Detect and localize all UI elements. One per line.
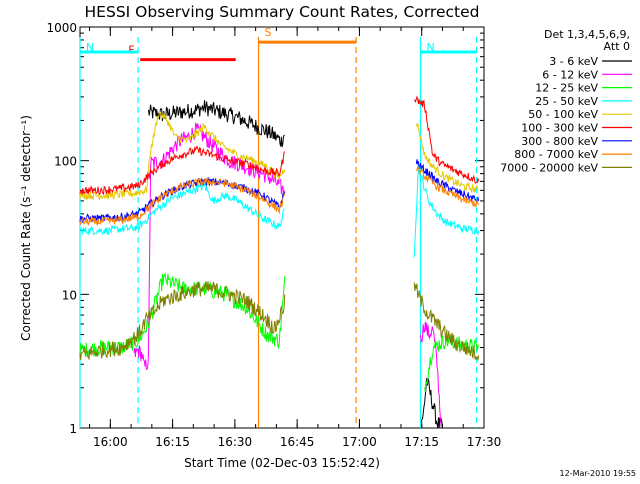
series-line-4	[79, 111, 479, 201]
flag-label: N	[426, 41, 434, 54]
legend-label: 3 - 6 keV	[549, 55, 598, 68]
legend-header-attenuator: Att 0	[604, 40, 630, 53]
y-tick-label: 1	[69, 422, 77, 436]
y-tick-label: 10	[62, 288, 77, 302]
y-axis-label: Corrected Count Rate (s⁻¹ detector⁻¹)	[19, 115, 33, 341]
x-tick-label: 17:00	[342, 435, 377, 449]
legend-header-detectors: Det 1,3,4,5,6,9,	[544, 28, 630, 41]
legend-label: 25 - 50 keV	[535, 95, 598, 108]
legend-label: 800 - 7000 keV	[514, 148, 598, 161]
y-tick-label: 100	[54, 155, 77, 169]
x-tick-label: 16:15	[155, 435, 190, 449]
flag-label: N	[86, 41, 94, 54]
legend-label: 50 - 100 keV	[528, 108, 598, 121]
series-line-8	[79, 281, 480, 361]
x-axis-label: Start Time (02-Dec-03 15:52:42)	[184, 456, 380, 470]
series-line-7	[79, 165, 479, 226]
plot-area: 1 10 100 1000 16:00 16:15 16:30 16:45 17:00 17:15…	[46, 21, 501, 449]
x-tick-label: 16:45	[280, 435, 315, 449]
footer-date: 12-Mar-2010 19:55	[560, 469, 637, 478]
flag-label: F	[128, 44, 134, 57]
legend-label: 6 - 12 keV	[542, 68, 598, 81]
legend-label: 12 - 25 keV	[535, 82, 598, 95]
series-line-3	[79, 164, 480, 258]
legend-label: 7000 - 20000 keV	[500, 161, 598, 174]
x-tick-label: 16:30	[218, 435, 253, 449]
series-line-5	[79, 95, 480, 196]
flag-label: S	[265, 26, 272, 39]
legend-label: 100 - 300 keV	[521, 122, 598, 135]
legend-label: 300 - 800 keV	[521, 135, 598, 148]
y-tick-label: 1000	[46, 21, 77, 35]
x-tick-label: 17:15	[404, 435, 439, 449]
x-tick-label: 17:30	[467, 435, 502, 449]
chart-title: HESSI Observing Summary Count Rates, Cor…	[85, 3, 480, 21]
x-tick-label: 16:00	[93, 435, 128, 449]
series-line-6	[79, 159, 480, 224]
